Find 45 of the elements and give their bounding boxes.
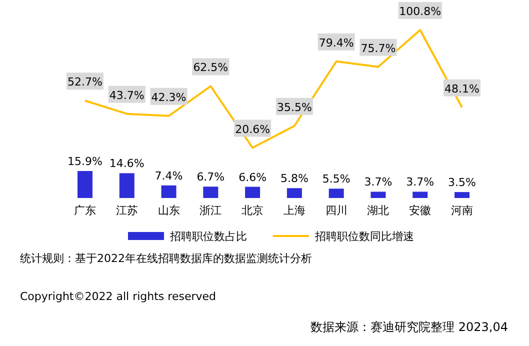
data-label: 48.1% bbox=[444, 82, 480, 96]
data-label: 6.6% bbox=[238, 170, 267, 184]
data-label: 3.7% bbox=[406, 176, 434, 189]
source-note: 数据来源：赛迪研究院整理 2023,04 bbox=[310, 320, 508, 334]
data-label: 42.3% bbox=[151, 90, 186, 104]
text: Copyright©2022 all rights reserved bbox=[20, 290, 216, 303]
data-label: 14.6% bbox=[109, 157, 144, 170]
x-tick-label: 浙江 bbox=[200, 204, 222, 217]
x-tick-label: 湖北 bbox=[367, 204, 390, 217]
x-tick-label: 河南 bbox=[451, 204, 473, 217]
x-tick-label: 上海 bbox=[283, 204, 306, 217]
x-tick-label: 广东 bbox=[74, 204, 96, 217]
data-label: 43.7% bbox=[109, 88, 144, 102]
data-label: 3.7% bbox=[364, 176, 392, 189]
bar bbox=[119, 173, 134, 198]
data-label: 100.8% bbox=[399, 5, 442, 18]
text: 统计规则：基于2022年在线招聘数据库的数据监测统计分析 bbox=[20, 252, 312, 265]
bar bbox=[161, 185, 176, 198]
data-label: 52.7% bbox=[68, 76, 102, 89]
x-tick-label: 北京 bbox=[242, 204, 264, 217]
data-label: 35.5% bbox=[276, 100, 312, 114]
data-label: 5.5% bbox=[322, 172, 350, 186]
x-tick-label: 山东 bbox=[158, 204, 180, 217]
data-label: 5.8% bbox=[280, 172, 308, 186]
bar bbox=[286, 188, 302, 198]
bar bbox=[412, 192, 428, 198]
bar bbox=[245, 186, 260, 198]
x-tick-label: 安徽 bbox=[409, 204, 432, 217]
bar bbox=[328, 188, 344, 198]
x-tick-label: 四川 bbox=[325, 204, 348, 217]
bar bbox=[78, 171, 92, 198]
legend-label: 招聘职位数占比 bbox=[169, 230, 247, 243]
bar bbox=[370, 192, 386, 198]
data-label: 79.4% bbox=[318, 36, 354, 50]
legend-label: 招聘职位数同比增速 bbox=[314, 230, 414, 243]
bar bbox=[454, 192, 470, 198]
bar bbox=[203, 186, 218, 198]
data-label: 6.7% bbox=[196, 170, 225, 184]
data-label: 75.7% bbox=[360, 42, 396, 55]
data-label: 62.5% bbox=[193, 61, 228, 74]
x-tick-label: 江苏 bbox=[116, 204, 138, 217]
data-label: 7.4% bbox=[154, 169, 183, 182]
data-label: 3.5% bbox=[448, 176, 476, 190]
data-label: 20.6% bbox=[235, 122, 270, 136]
data-label: 15.9% bbox=[68, 155, 102, 168]
